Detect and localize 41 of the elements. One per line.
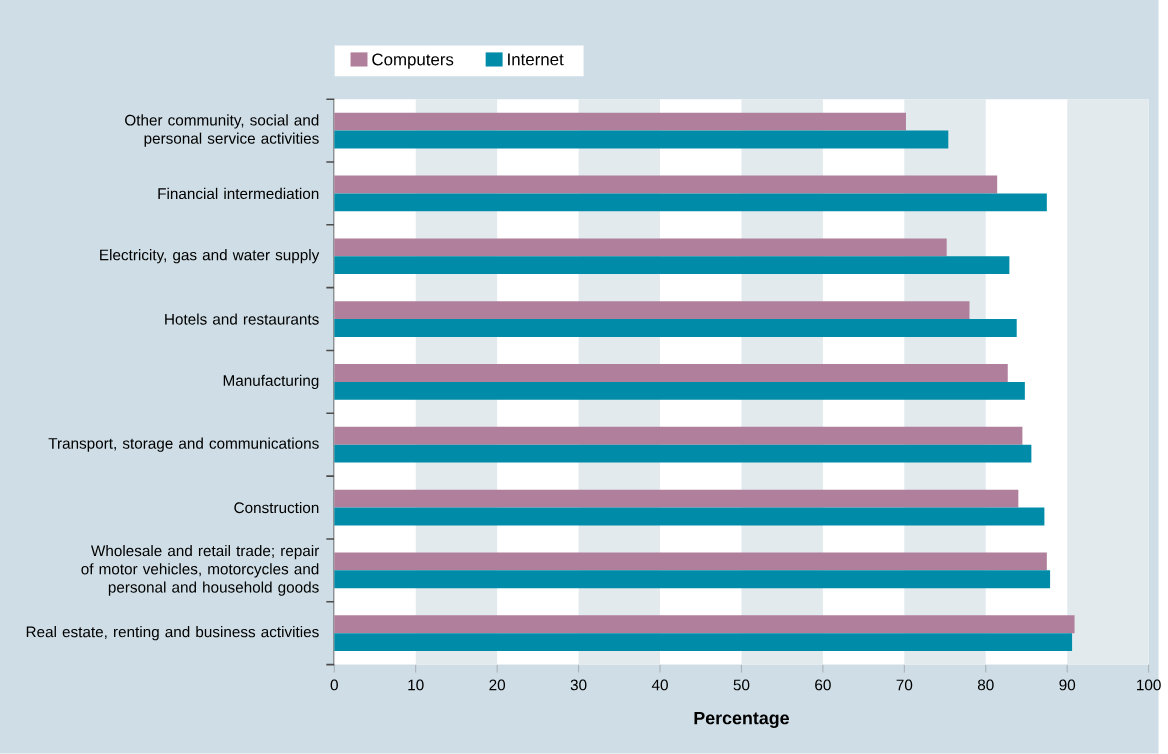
y-tick-label: Hotels and restaurants [165, 313, 319, 325]
x-tick-label: 70 [896, 679, 913, 691]
bar [334, 256, 1010, 275]
bar [334, 364, 1008, 382]
bar [334, 552, 1047, 571]
bar [334, 319, 1017, 337]
bar [334, 112, 906, 131]
x-tick-label: 100 [1137, 679, 1161, 691]
bar [334, 238, 947, 257]
bar [334, 633, 1073, 652]
bar [334, 507, 1045, 526]
x-tick-label: 10 [408, 679, 424, 691]
bar [334, 570, 1051, 589]
legend-label: Internet [508, 53, 564, 66]
x-tick-label: 40 [651, 679, 668, 691]
x-tick-label: 0 [330, 679, 338, 691]
y-tick-label: Electricity, gas and water supply [100, 249, 320, 264]
x-tick-label: 30 [570, 679, 587, 691]
bar [334, 193, 1047, 212]
x-tick-label: 90 [1059, 679, 1076, 691]
x-tick-label: 50 [733, 679, 750, 691]
y-tick-label: Real estate, renting and business activities [26, 626, 319, 641]
bar [334, 175, 998, 194]
x-tick-label: 80 [977, 679, 994, 691]
y-tick-label: Other community, social and personal service activities [125, 114, 319, 147]
bar [334, 301, 970, 320]
bar [334, 444, 1032, 463]
bar [334, 426, 1023, 445]
y-tick-label: Transport, storage and communications [48, 437, 319, 452]
legend-label: Computers [372, 53, 454, 69]
x-axis-title: Percentage [694, 711, 789, 729]
y-tick-label: Manufacturing [223, 374, 319, 390]
y-tick-label: Financial intermediation [158, 187, 319, 200]
y-tick-label: Construction [234, 501, 319, 514]
bar [334, 489, 1019, 508]
bar [334, 130, 949, 149]
x-tick-label: 20 [489, 679, 506, 691]
bar [334, 615, 1075, 634]
y-tick-label: Wholesale and retail trade; repair of motor vehicles, motorcycles and personal and household goods [81, 545, 320, 596]
bar [334, 381, 1025, 400]
x-tick-label: 60 [815, 679, 831, 691]
